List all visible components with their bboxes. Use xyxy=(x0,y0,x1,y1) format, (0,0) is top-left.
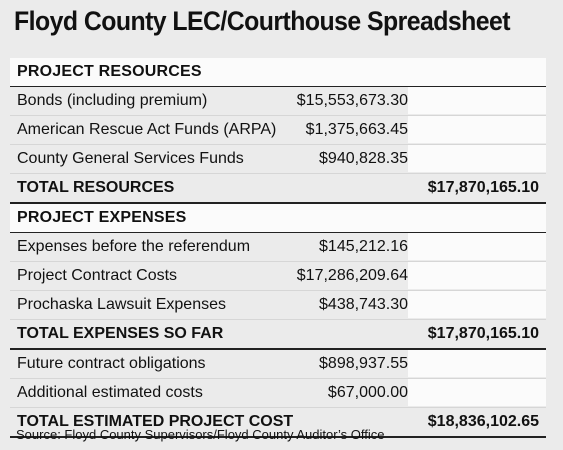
row-label: Prochaska Lawsuit Expenses xyxy=(17,296,226,313)
row-label: American Rescue Act Funds (ARPA) xyxy=(17,121,277,138)
row-amount: $1,375,663.45 xyxy=(305,121,408,138)
table-row: Future contract obligations $898,937.55 xyxy=(10,350,546,379)
total-row-resources: TOTAL RESOURCES $17,870,165.10 xyxy=(10,174,546,204)
row-label: Expenses before the referendum xyxy=(17,238,251,255)
table-row: Prochaska Lawsuit Expenses $438,743.30 xyxy=(10,291,546,320)
table-row: Bonds (including premium) $15,553,673.30 xyxy=(10,87,546,116)
row-amount: $438,743.30 xyxy=(319,296,408,313)
row-label: Bonds (including premium) xyxy=(17,92,208,109)
cost-table: PROJECT RESOURCES Bonds (including premi… xyxy=(10,58,546,438)
section-header-resources: PROJECT RESOURCES xyxy=(10,58,546,87)
row-label: County General Services Funds xyxy=(17,150,244,167)
row-amount: $145,212.16 xyxy=(319,238,408,255)
row-amount: $15,553,673.30 xyxy=(296,92,408,109)
total-amount: $17,870,165.10 xyxy=(427,325,539,342)
section-header-expenses: PROJECT EXPENSES xyxy=(10,204,546,233)
page-title: Floyd County LEC/Courthouse Spreadsheet xyxy=(14,6,511,36)
table-row: Expenses before the referendum $145,212.… xyxy=(10,233,546,262)
total-amount: $17,870,165.10 xyxy=(427,179,539,196)
row-amount: $898,937.55 xyxy=(319,355,408,372)
table-row: American Rescue Act Funds (ARPA) $1,375,… xyxy=(10,116,546,145)
row-amount: $17,286,209.64 xyxy=(296,267,408,284)
total-label: TOTAL RESOURCES xyxy=(17,179,175,196)
table-row: County General Services Funds $940,828.3… xyxy=(10,145,546,174)
row-label: Additional estimated costs xyxy=(17,384,203,401)
source-note: Source: Floyd County Supervisors/Floyd C… xyxy=(16,427,385,442)
total-label: TOTAL EXPENSES SO FAR xyxy=(17,325,224,342)
section-header-label: PROJECT EXPENSES xyxy=(17,209,187,226)
row-amount: $940,828.35 xyxy=(319,150,408,167)
row-label: Future contract obligations xyxy=(17,355,206,372)
total-amount: $18,836,102.65 xyxy=(427,413,539,430)
total-label: TOTAL ESTIMATED PROJECT COST xyxy=(17,413,294,430)
section-header-label: PROJECT RESOURCES xyxy=(17,63,202,80)
row-amount: $67,000.00 xyxy=(327,384,408,401)
total-row-estimated: TOTAL ESTIMATED PROJECT COST $18,836,102… xyxy=(10,408,546,438)
row-label: Project Contract Costs xyxy=(17,267,178,284)
table-row: Project Contract Costs $17,286,209.64 xyxy=(10,262,546,291)
table-row: Additional estimated costs $67,000.00 xyxy=(10,379,546,408)
total-row-expenses: TOTAL EXPENSES SO FAR $17,870,165.10 xyxy=(10,320,546,350)
